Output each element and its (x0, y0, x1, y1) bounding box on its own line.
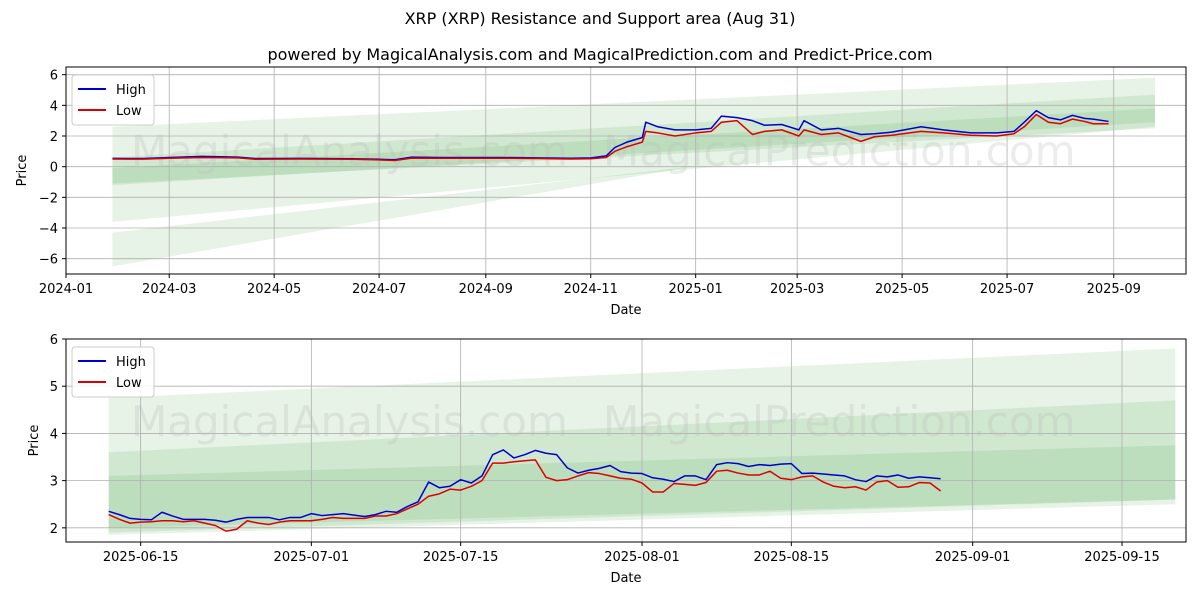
x-axis-label: Date (610, 303, 641, 318)
x-tick-label: 2025-05 (875, 282, 929, 297)
x-tick-label: 2024-05 (247, 282, 301, 297)
x-tick-label: 2025-07-01 (274, 550, 350, 565)
watermark-text: MagicalPrediction.com (603, 397, 1076, 446)
x-tick-label: 2025-09 (1087, 282, 1141, 297)
y-tick-label: 3 (50, 475, 58, 490)
x-tick-label: 2024-03 (142, 282, 196, 297)
x-tick-label: 2025-03 (770, 282, 824, 297)
plot-frame (65, 338, 1187, 543)
y-tick-label: 0 (50, 161, 58, 176)
y-axis-label: Price (15, 155, 30, 187)
x-tick-label: 2025-07 (980, 282, 1034, 297)
legend-box (71, 74, 155, 126)
legend: High Low (71, 74, 155, 126)
legend-label-high: High (116, 355, 146, 370)
watermark-text: MagicalAnalysis.com (131, 126, 568, 175)
x-tick-label: 2025-09-15 (1084, 550, 1160, 565)
support-resistance-band (112, 94, 1156, 184)
legend-label-high: High (116, 83, 146, 98)
x-tick-label: 2024-01 (39, 282, 93, 297)
watermark-text: MagicalAnalysis.com (131, 397, 568, 446)
x-tick-label: 2024-09 (459, 282, 513, 297)
legend-label-low: Low (116, 376, 142, 391)
y-tick-label: 6 (50, 333, 58, 348)
x-tick-label: 2025-08-01 (604, 550, 680, 565)
y-tick-label: −6 (39, 253, 58, 268)
chart-subtitle: powered by MagicalAnalysis.com and Magic… (267, 45, 933, 64)
series-line-low (112, 113, 1109, 162)
y-tick-label: 4 (50, 99, 58, 114)
x-tick-label: 2025-08-15 (754, 550, 830, 565)
chart-panel-full-range: MagicalAnalysis.com MagicalPrediction.com… (15, 66, 1187, 318)
legend: High Low (71, 346, 155, 398)
chart-panel-recent: MagicalAnalysis.com MagicalPrediction.com… (27, 333, 1187, 586)
x-tick-label: 2024-11 (564, 282, 618, 297)
support-resistance-band (112, 108, 1156, 186)
chart-title: XRP (XRP) Resistance and Support area (A… (404, 9, 796, 28)
plot-frame (65, 66, 1187, 275)
y-tick-label: 6 (50, 69, 58, 84)
x-tick-label: 2025-06-15 (103, 550, 179, 565)
x-tick-label: 2025-01 (669, 282, 723, 297)
support-resistance-band (112, 167, 684, 267)
x-tick-label: 2024-07 (352, 282, 406, 297)
series-line-high (108, 449, 941, 523)
x-tick-label: 2025-09-01 (935, 550, 1011, 565)
y-tick-label: 2 (50, 522, 58, 537)
y-tick-label: 2 (50, 130, 58, 145)
series-group (108, 449, 942, 532)
series-line-low (108, 459, 942, 532)
legend-label-low: Low (116, 104, 142, 119)
legend-box (71, 346, 155, 398)
y-tick-label: −4 (39, 222, 58, 237)
x-axis-label: Date (610, 571, 641, 586)
support-resistance-band (112, 77, 1156, 222)
band-group (112, 77, 1156, 267)
series-group (112, 109, 1109, 162)
y-axis-label: Price (27, 425, 42, 457)
x-tick-label: 2025-07-15 (423, 550, 499, 565)
y-tick-label: −2 (39, 191, 58, 206)
y-tick-label: 5 (50, 380, 58, 395)
y-tick-label: 4 (50, 427, 58, 442)
